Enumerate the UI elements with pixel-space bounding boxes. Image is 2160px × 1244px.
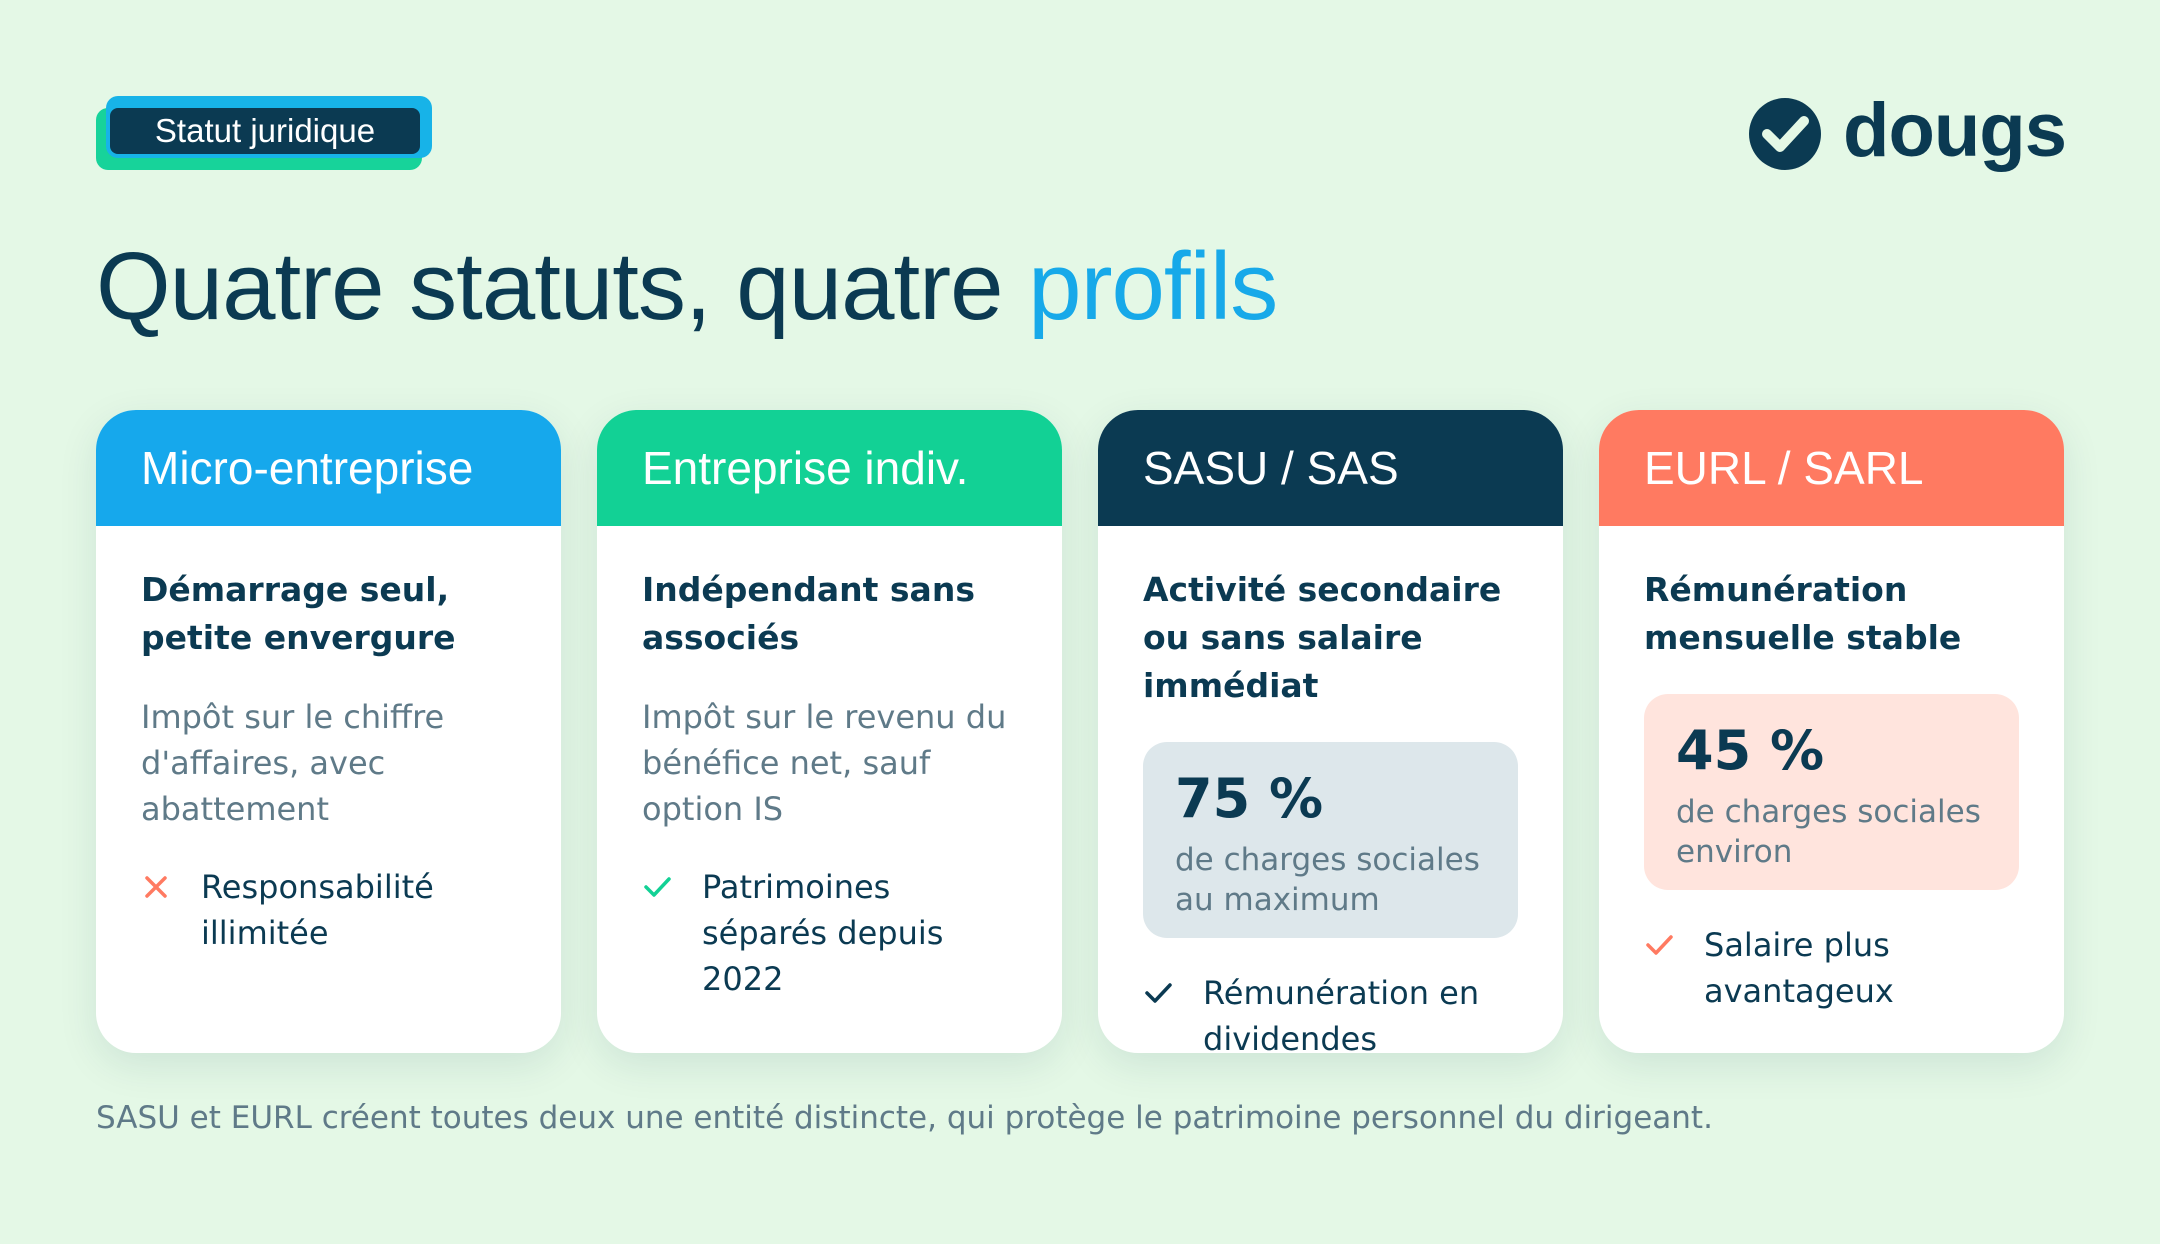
cross-icon [141, 864, 201, 910]
check-circle-icon [1749, 98, 1822, 170]
card-subtitle: Démarrage seul, petite envergure [141, 570, 456, 657]
card-eurl-sarl: EURL / SARL Rémunération mensuelle stabl… [1599, 410, 2064, 1053]
card-body: Démarrage seul, petite envergure Impôt s… [96, 526, 561, 956]
stat-box: 75 % de charges sociales au maximum [1143, 742, 1518, 938]
feature-text: Salaire plus avantageux [1704, 926, 1894, 1010]
stat-label: de charges sociales au maximum [1175, 842, 1480, 918]
card-subtitle: Activité secondaire ou sans salaire immé… [1143, 570, 1502, 705]
title-accent: profils [1028, 233, 1278, 340]
card-sasu-sas: SASU / SAS Activité secondaire ou sans s… [1098, 410, 1563, 1053]
check-icon [1644, 922, 1704, 968]
card-body: Activité secondaire ou sans salaire immé… [1098, 526, 1563, 1053]
page-title: Quatre statuts, quatre profils [96, 232, 1278, 342]
card-entreprise-individuelle: Entreprise indiv. Indépendant sans assoc… [597, 410, 1062, 1053]
card-header: EURL / SARL [1599, 410, 2064, 526]
footer-note: SASU et EURL créent toutes deux une enti… [96, 1100, 1713, 1136]
feature-text: Rémunération en dividendes possible [1203, 974, 1480, 1053]
stat-box: 45 % de charges sociales environ [1644, 694, 2019, 890]
check-icon [642, 864, 702, 910]
dougs-logo: dougs [1747, 88, 2067, 173]
badge-label: Statut juridique [110, 108, 420, 154]
card-micro-entreprise: Micro-entreprise Démarrage seul, petite … [96, 410, 561, 1053]
card-description: Impôt sur le revenu du bénéfice net, sau… [642, 698, 1007, 828]
stat-value: 75 % [1175, 767, 1324, 830]
logo-wordmark: dougs [1843, 88, 2067, 173]
stat-value: 45 % [1676, 719, 1825, 782]
card-body: Indépendant sans associés Impôt sur le r… [597, 526, 1062, 1002]
feature-text: Responsabilité illimitée [201, 868, 434, 952]
card-body: Rémunération mensuelle stable 45 % de ch… [1599, 526, 2064, 1014]
card-header: SASU / SAS [1098, 410, 1563, 526]
card-feature: Patrimoines séparés depuis 2022 [642, 864, 1017, 1002]
card-feature: Responsabilité illimitée [141, 864, 516, 956]
card-feature: Rémunération en dividendes possible [1143, 970, 1518, 1053]
card-header: Entreprise indiv. [597, 410, 1062, 526]
status-cards: Micro-entreprise Démarrage seul, petite … [96, 410, 2064, 1053]
category-badge: Statut juridique [96, 96, 432, 170]
card-subtitle: Indépendant sans associés [642, 570, 975, 657]
feature-text: Patrimoines séparés depuis 2022 [702, 868, 944, 998]
card-description: Impôt sur le chiffre d'affaires, avec ab… [141, 698, 445, 828]
card-subtitle: Rémunération mensuelle stable [1644, 570, 1962, 657]
title-main: Quatre statuts, quatre [96, 233, 1029, 340]
check-icon [1143, 970, 1203, 1016]
stat-label: de charges sociales environ [1676, 794, 1981, 870]
card-header: Micro-entreprise [96, 410, 561, 526]
card-feature: Salaire plus avantageux [1644, 922, 2019, 1014]
